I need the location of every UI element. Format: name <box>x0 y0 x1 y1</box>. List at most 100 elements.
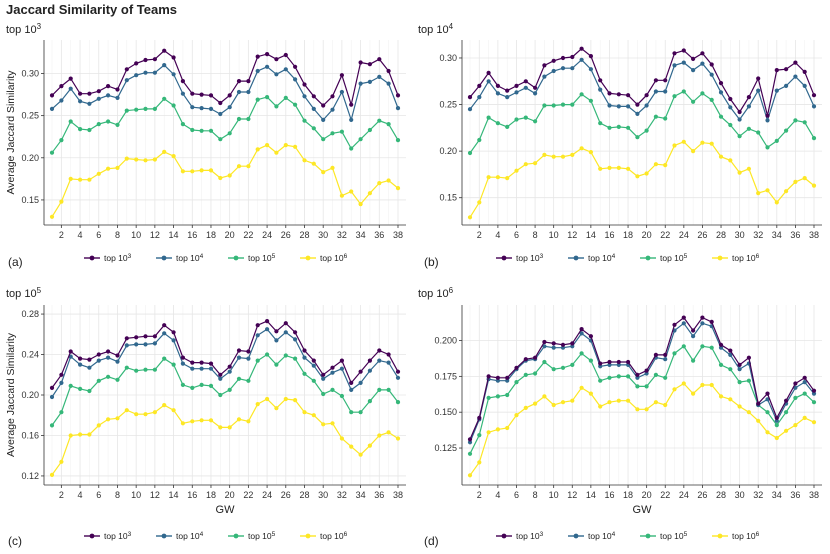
data-point <box>349 387 354 392</box>
panel-title: top 106 <box>418 286 454 300</box>
data-point <box>265 327 270 332</box>
data-point <box>486 175 491 180</box>
data-point <box>358 380 363 385</box>
data-point <box>616 92 621 97</box>
panel-label: (a) <box>8 255 23 269</box>
data-point <box>115 165 120 170</box>
x-tick-label: 30 <box>735 490 745 500</box>
data-point <box>246 89 251 95</box>
data-point <box>505 375 510 380</box>
legend-item: top 105 <box>228 253 276 263</box>
legend-label-base: top 10 <box>248 253 272 263</box>
data-point <box>616 398 621 403</box>
data-point <box>551 402 556 408</box>
data-point <box>579 92 584 97</box>
data-point <box>208 128 214 133</box>
data-point <box>793 60 798 65</box>
data-point <box>635 111 640 116</box>
data-point <box>626 166 631 171</box>
data-point <box>49 423 55 428</box>
data-point <box>227 364 232 369</box>
data-point <box>588 98 594 103</box>
data-point <box>293 64 298 69</box>
legend-swatch-point <box>501 533 507 539</box>
data-point <box>700 315 705 320</box>
data-point <box>134 412 139 417</box>
data-point <box>505 95 510 100</box>
data-point <box>793 385 798 390</box>
data-point <box>236 116 242 122</box>
x-tick-label: 16 <box>604 230 614 240</box>
legend-item: top 104 <box>156 253 204 263</box>
figure-title: Jaccard Similarity of Teams <box>6 2 178 17</box>
data-point <box>96 96 101 101</box>
x-tick-label: 18 <box>623 230 633 240</box>
data-point <box>78 432 83 437</box>
data-point <box>339 193 344 198</box>
legend-label-base: top 10 <box>660 253 684 263</box>
data-point <box>386 387 391 392</box>
data-point <box>784 398 789 403</box>
legend-label-exponent: 3 <box>540 531 544 538</box>
data-point <box>579 351 584 356</box>
data-point <box>171 55 176 60</box>
data-point <box>811 400 817 405</box>
data-point <box>49 150 55 155</box>
data-point <box>49 93 55 98</box>
data-point <box>321 376 326 381</box>
data-point <box>386 360 391 365</box>
legend-item: top 105 <box>640 253 688 263</box>
data-point <box>115 353 120 358</box>
data-point <box>579 385 584 390</box>
data-point <box>199 366 204 371</box>
x-tick-label: 34 <box>356 230 366 240</box>
data-point <box>311 126 316 131</box>
data-point <box>274 72 279 77</box>
data-point <box>560 102 566 107</box>
data-point <box>162 403 167 408</box>
data-point <box>124 336 129 341</box>
y-tick-label: 0.30 <box>21 69 39 79</box>
x-tick-label: 10 <box>549 490 559 500</box>
x-tick-label: 28 <box>299 490 309 500</box>
data-point <box>265 352 270 357</box>
legend-label-exponent: 3 <box>540 253 544 260</box>
legend-label-base: top 10 <box>104 531 128 541</box>
data-point <box>386 68 391 74</box>
data-point <box>152 57 157 62</box>
legend-label: top 106 <box>732 253 760 263</box>
data-point <box>283 330 288 335</box>
data-point <box>691 99 696 104</box>
data-point <box>607 362 612 367</box>
legend-item: top 103 <box>84 531 132 541</box>
data-point <box>49 385 55 390</box>
data-point <box>68 119 73 124</box>
data-point <box>542 359 547 365</box>
data-point <box>208 383 214 388</box>
data-point <box>358 410 363 415</box>
data-point <box>152 334 157 339</box>
data-point <box>367 443 372 448</box>
x-tick-label: 28 <box>716 230 726 240</box>
data-point <box>255 358 260 363</box>
legend-label-base: top 10 <box>320 531 344 541</box>
data-point <box>255 147 260 152</box>
x-tick-label: 4 <box>78 490 83 500</box>
data-point <box>265 143 270 148</box>
x-tick-label: 36 <box>374 490 384 500</box>
panel-title: top 103 <box>6 22 42 36</box>
x-tick-label: 2 <box>477 230 482 240</box>
legend-label-exponent: 5 <box>272 253 276 260</box>
data-point <box>59 98 64 103</box>
data-point <box>283 67 288 72</box>
data-point <box>495 427 500 432</box>
data-point <box>349 117 354 122</box>
data-point <box>236 164 242 169</box>
data-point <box>190 169 195 174</box>
data-point <box>339 358 344 363</box>
data-point <box>180 122 185 127</box>
data-point <box>737 404 742 409</box>
x-tick-label: 34 <box>356 490 366 500</box>
data-point <box>570 54 575 60</box>
